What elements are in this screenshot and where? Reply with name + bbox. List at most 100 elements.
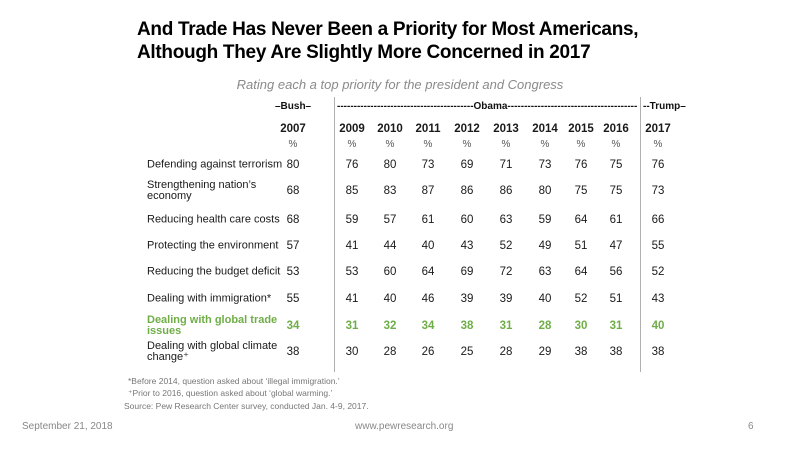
cell-value: 56	[609, 266, 623, 278]
cell-value: 39	[460, 293, 474, 305]
cell-value: 38	[286, 346, 300, 358]
group-bush: –Bush–	[275, 101, 312, 112]
cell-value: 52	[574, 293, 588, 305]
footnote-climate: ⁺Prior to 2016, question asked about ‘gl…	[128, 388, 333, 398]
cell-value: 64	[421, 266, 435, 278]
cell-value: 75	[609, 185, 623, 197]
row-label: Strengthening nation’s economy	[147, 179, 257, 202]
row-label: Dealing with global climate change⁺	[147, 340, 278, 363]
cell-value: 71	[499, 159, 513, 171]
unit-label: %	[501, 139, 511, 150]
cell-value: 60	[460, 214, 474, 226]
footnote-immigration: *Before 2014, question asked about ‘ille…	[128, 376, 340, 386]
cell-value: 30	[345, 346, 359, 358]
cell-value: 69	[460, 266, 474, 278]
cell-value: 64	[574, 266, 588, 278]
column-header-2011: 2011	[415, 123, 441, 135]
unit-label: %	[576, 139, 586, 150]
cell-value: 87	[421, 185, 435, 197]
cell-value: 75	[574, 185, 588, 197]
cell-value: 73	[538, 159, 552, 171]
cell-value: 30	[574, 320, 588, 332]
cell-value: 63	[538, 266, 552, 278]
cell-value: 34	[421, 320, 435, 332]
cell-value: 66	[651, 214, 665, 226]
cell-value: 86	[499, 185, 513, 197]
column-header-2010: 2010	[377, 123, 403, 135]
cell-value: 61	[421, 214, 435, 226]
cell-value: 59	[538, 214, 552, 226]
footer-date: September 21, 2018	[22, 421, 113, 432]
column-header-2013: 2013	[493, 123, 519, 135]
cell-value: 76	[345, 159, 359, 171]
cell-value: 55	[286, 293, 300, 305]
column-header-2016: 2016	[603, 123, 629, 135]
page-number: 6	[748, 421, 754, 432]
cell-value: 49	[538, 240, 552, 252]
cell-value: 80	[538, 185, 552, 197]
slide-title: And Trade Has Never Been a Priority for …	[137, 18, 639, 64]
cell-value: 72	[499, 266, 513, 278]
cell-value: 73	[651, 185, 665, 197]
cell-value: 41	[345, 240, 359, 252]
cell-value: 55	[651, 240, 665, 252]
unit-label: %	[385, 139, 395, 150]
row-label: Protecting the environment	[147, 239, 279, 252]
cell-value: 52	[651, 266, 665, 278]
column-header-2009: 2009	[339, 123, 365, 135]
column-header-2015: 2015	[568, 123, 594, 135]
title-line-2: Although They Are Slightly More Concerne…	[137, 42, 591, 63]
column-header-2012: 2012	[454, 123, 480, 135]
cell-value: 76	[651, 159, 665, 171]
cell-value: 51	[609, 293, 623, 305]
row-label: Reducing health care costs	[147, 213, 280, 226]
row-label: Reducing the budget deficit	[147, 265, 281, 278]
cell-value: 63	[499, 214, 513, 226]
cell-value: 86	[460, 185, 474, 197]
divider-obama-trump	[640, 97, 641, 372]
group-trump: --Trump–	[643, 101, 686, 112]
footer-url[interactable]: www.pewresearch.org	[355, 421, 454, 432]
cell-value: 52	[499, 240, 513, 252]
cell-value: 38	[609, 346, 623, 358]
cell-value: 44	[383, 240, 397, 252]
cell-value: 60	[383, 266, 397, 278]
subtitle: Rating each a top priority for the presi…	[236, 77, 564, 92]
row-label: Defending against terrorism	[147, 158, 283, 171]
group-obama: ----------------------------------------…	[337, 101, 637, 112]
cell-value: 28	[538, 320, 552, 332]
cell-value: 53	[286, 266, 300, 278]
cell-value: 80	[286, 159, 300, 171]
cell-value: 57	[286, 240, 300, 252]
cell-value: 85	[345, 185, 359, 197]
unit-label: %	[347, 139, 357, 150]
cell-value: 83	[383, 185, 397, 197]
unit-label: %	[462, 139, 472, 150]
cell-value: 43	[460, 240, 474, 252]
cell-value: 64	[574, 214, 588, 226]
cell-value: 32	[383, 320, 397, 332]
cell-value: 51	[574, 240, 588, 252]
source-note: Source: Pew Research Center survey, cond…	[124, 401, 369, 411]
cell-value: 28	[383, 346, 397, 358]
cell-value: 41	[345, 293, 359, 305]
cell-value: 40	[651, 320, 665, 332]
cell-value: 69	[460, 159, 474, 171]
unit-label: %	[423, 139, 433, 150]
cell-value: 68	[286, 185, 300, 197]
cell-value: 40	[538, 293, 552, 305]
cell-value: 31	[609, 320, 623, 332]
unit-label: %	[653, 139, 663, 150]
cell-value: 38	[651, 346, 665, 358]
column-header-2007: 2007	[280, 123, 306, 135]
cell-value: 80	[383, 159, 397, 171]
cell-value: 28	[499, 346, 513, 358]
cell-value: 46	[421, 293, 435, 305]
cell-value: 39	[499, 293, 513, 305]
cell-value: 76	[574, 159, 588, 171]
cell-value: 26	[421, 346, 435, 358]
cell-value: 47	[609, 240, 623, 252]
cell-value: 40	[421, 240, 435, 252]
cell-value: 38	[460, 320, 474, 332]
